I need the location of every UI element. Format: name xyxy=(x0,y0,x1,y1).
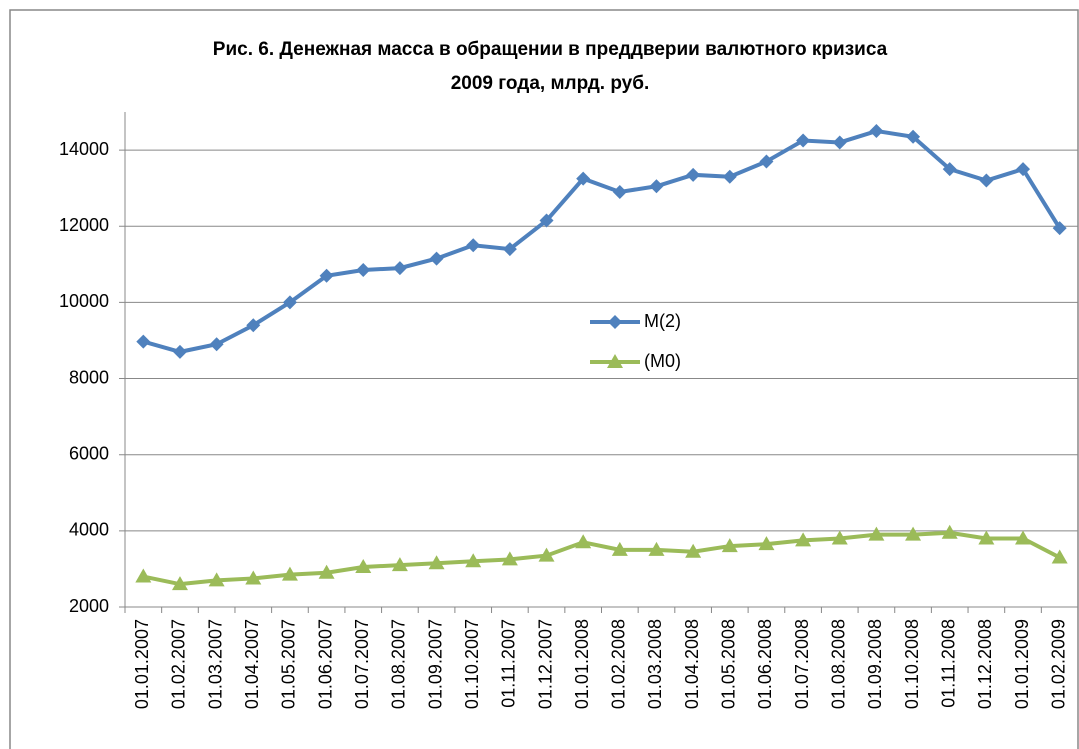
diamond-marker xyxy=(539,213,554,228)
triangle-marker xyxy=(758,536,775,551)
triangle-marker xyxy=(501,551,518,566)
legend-label: (M0) xyxy=(644,351,681,371)
y-tick-label: 6000 xyxy=(69,443,109,463)
diamond-marker xyxy=(209,337,224,352)
triangle-marker xyxy=(1051,549,1068,564)
triangle-marker xyxy=(795,532,812,547)
x-tick-label: 01.01.2008 xyxy=(572,619,592,709)
y-tick-label: 12000 xyxy=(59,215,109,235)
x-tick-label: 01.11.2008 xyxy=(938,619,958,708)
x-tick-label: 01.02.2008 xyxy=(609,619,629,709)
triangle-marker xyxy=(355,559,372,574)
x-tick-label: 01.02.2007 xyxy=(169,619,189,709)
triangle-marker xyxy=(245,570,262,585)
triangle-marker xyxy=(611,541,628,556)
series-line xyxy=(142,530,1061,587)
diamond-marker xyxy=(356,263,371,278)
triangle-marker xyxy=(465,553,482,568)
triangle-marker xyxy=(868,526,885,541)
chart-title: 2009 года, млрд. руб. xyxy=(451,73,650,94)
triangle-marker xyxy=(135,568,152,583)
diamond-marker xyxy=(246,318,261,333)
x-tick-label: 01.01.2007 xyxy=(132,619,152,709)
diamond-marker xyxy=(1052,221,1067,236)
x-tick-label: 01.09.2008 xyxy=(865,619,885,709)
x-tick-label: 01.08.2008 xyxy=(829,619,849,709)
triangle-marker xyxy=(685,543,702,558)
triangle-marker xyxy=(171,576,188,591)
x-tick-label: 01.04.2008 xyxy=(682,619,702,709)
triangle-marker xyxy=(575,534,592,549)
triangle-marker xyxy=(721,538,738,553)
x-tick-label: 01.12.2008 xyxy=(975,619,995,709)
y-tick-label: 14000 xyxy=(59,139,109,159)
diamond-marker xyxy=(1016,162,1031,177)
diamond-marker xyxy=(466,238,481,253)
x-tick-label: 01.10.2007 xyxy=(462,619,482,709)
diamond-marker xyxy=(759,154,774,169)
x-tick-label: 01.05.2007 xyxy=(279,619,299,709)
triangle-marker xyxy=(391,557,408,572)
chart-title: Рис. 6. Денежная масса в обращении в пре… xyxy=(213,39,888,60)
triangle-marker xyxy=(208,572,225,587)
x-tick-label: 01.05.2008 xyxy=(719,619,739,709)
triangle-marker xyxy=(1015,530,1032,545)
diamond-marker xyxy=(979,173,994,188)
y-tick-label: 8000 xyxy=(69,367,109,387)
diamond-marker xyxy=(686,167,701,182)
x-tick-label: 01.11.2007 xyxy=(499,619,519,708)
series-line xyxy=(142,128,1062,354)
x-tick-label: 01.09.2007 xyxy=(425,619,445,709)
diamond-marker xyxy=(832,135,847,150)
diamond-marker xyxy=(429,251,444,266)
diamond-marker xyxy=(869,124,884,139)
diamond-marker xyxy=(502,242,517,257)
diamond-marker xyxy=(612,184,627,199)
x-tick-label: 01.06.2007 xyxy=(315,619,335,709)
triangle-marker xyxy=(428,555,445,570)
triangle-marker xyxy=(978,530,995,545)
diamond-marker xyxy=(576,171,591,186)
y-tick-label: 2000 xyxy=(69,596,109,616)
x-tick-label: 01.08.2007 xyxy=(389,619,409,709)
diamond-marker xyxy=(722,169,737,184)
x-tick-label: 01.02.2009 xyxy=(1048,619,1068,709)
x-tick-label: 01.10.2008 xyxy=(902,619,922,709)
diamond-marker xyxy=(796,133,811,148)
y-tick-label: 4000 xyxy=(69,520,109,540)
legend-label: M(2) xyxy=(644,311,681,331)
x-tick-label: 01.07.2007 xyxy=(352,619,372,709)
triangle-marker xyxy=(648,541,665,556)
x-tick-label: 01.04.2007 xyxy=(242,619,262,709)
triangle-marker xyxy=(318,564,335,579)
y-tick-label: 10000 xyxy=(59,291,109,311)
triangle-marker xyxy=(941,524,958,539)
x-tick-label: 01.12.2007 xyxy=(535,619,555,709)
diamond-marker xyxy=(172,344,187,359)
diamond-marker xyxy=(906,129,921,144)
triangle-marker xyxy=(538,547,555,562)
triangle-marker xyxy=(607,354,623,368)
triangle-marker xyxy=(831,530,848,545)
x-tick-label: 01.07.2008 xyxy=(792,619,812,709)
diamond-marker xyxy=(649,179,664,194)
x-tick-label: 01.03.2007 xyxy=(205,619,225,709)
x-tick-label: 01.06.2008 xyxy=(755,619,775,709)
diamond-marker xyxy=(942,162,957,177)
x-tick-label: 01.01.2009 xyxy=(1012,619,1032,709)
diamond-marker xyxy=(136,334,151,349)
diamond-marker xyxy=(392,261,407,276)
diamond-marker xyxy=(608,315,622,329)
diamond-marker xyxy=(282,295,297,310)
triangle-marker xyxy=(905,526,922,541)
triangle-marker xyxy=(281,566,298,581)
diamond-marker xyxy=(319,268,334,283)
x-tick-label: 01.03.2008 xyxy=(645,619,665,709)
